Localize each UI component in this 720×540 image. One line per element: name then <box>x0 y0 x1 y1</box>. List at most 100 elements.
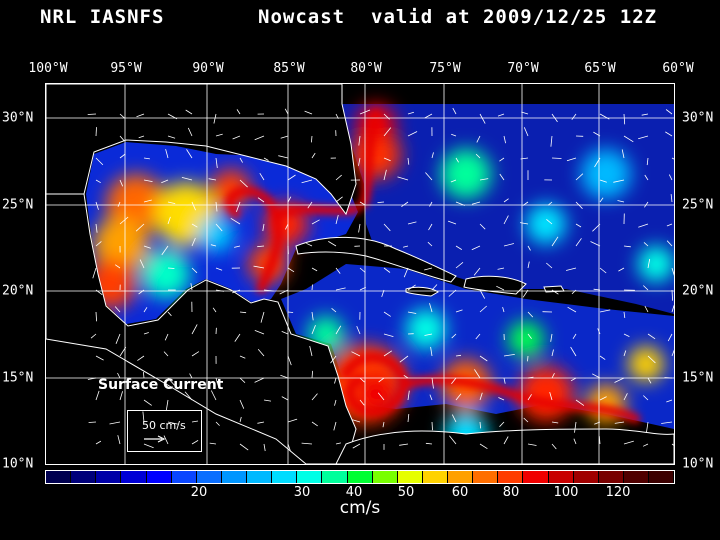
current-vector <box>452 107 457 115</box>
current-vector <box>623 245 631 248</box>
current-vector <box>95 311 97 322</box>
current-vector <box>566 157 577 162</box>
colorbar-segment <box>297 471 323 483</box>
colorbar-segment <box>523 471 549 483</box>
current-vector <box>331 307 337 313</box>
current-vector <box>479 289 486 299</box>
current-vector <box>664 377 673 379</box>
colorbar-segment <box>46 471 72 483</box>
current-vector <box>479 443 488 450</box>
current-vector <box>383 157 391 162</box>
current-vector <box>263 157 269 161</box>
current-vector <box>236 109 241 115</box>
current-vector <box>87 377 97 380</box>
current-vector <box>546 218 553 225</box>
current-vector <box>358 223 361 233</box>
current-vector <box>574 421 577 433</box>
lon-label: 80°W <box>350 61 382 76</box>
current-vector <box>167 421 178 425</box>
current-vector <box>185 109 193 115</box>
current-vector <box>450 179 457 183</box>
current-vector <box>381 289 385 298</box>
current-vector <box>665 109 673 115</box>
current-vector <box>239 443 249 451</box>
north-america-land <box>46 84 357 216</box>
current-vector <box>666 399 673 403</box>
current-vector <box>594 421 601 425</box>
colorbar-segment <box>573 471 599 483</box>
current-vector <box>306 242 313 247</box>
current-vector <box>117 372 121 379</box>
current-vector <box>260 311 265 323</box>
current-vector <box>143 399 152 406</box>
current-vector <box>239 179 248 188</box>
current-vector <box>239 355 246 359</box>
current-vector <box>257 245 265 248</box>
current-vector <box>425 172 433 181</box>
lon-label: 75°W <box>429 61 461 76</box>
current-vector <box>143 332 149 335</box>
current-vector <box>311 311 314 321</box>
lat-label-right: 10°N <box>682 456 714 472</box>
current-vector <box>643 285 649 291</box>
current-vector <box>429 201 433 207</box>
current-vector <box>137 355 145 361</box>
cuba <box>295 236 457 283</box>
current-vector <box>287 174 296 181</box>
current-vector <box>143 179 153 182</box>
current-vector <box>262 223 265 232</box>
current-vector <box>330 355 337 364</box>
current-vector <box>623 333 630 337</box>
current-vector <box>523 127 529 137</box>
current-vector <box>309 345 313 357</box>
lon-label: 95°W <box>110 61 142 76</box>
current-vector <box>614 377 625 383</box>
hispaniola <box>463 275 527 295</box>
current-vector <box>402 245 409 248</box>
current-vector <box>479 355 488 362</box>
valid-time: valid at 2009/12/25 12Z <box>371 6 658 28</box>
lat-label-left: 10°N <box>2 456 34 472</box>
current-vector <box>304 110 313 115</box>
current-vector <box>647 258 651 269</box>
current-vector <box>646 421 649 433</box>
current-vector <box>191 201 196 211</box>
current-vector <box>287 418 298 423</box>
current-vector <box>287 443 291 451</box>
current-vector <box>95 157 104 166</box>
jamaica <box>405 286 439 297</box>
current-vector <box>163 435 169 445</box>
current-vector <box>429 394 433 401</box>
colorbar-tick-label: 120 <box>605 485 631 500</box>
current-vector <box>671 349 674 357</box>
current-vector <box>184 391 193 401</box>
current-vector <box>351 351 361 357</box>
current-vector <box>521 111 529 115</box>
reference-arrow-icon <box>144 435 166 443</box>
current-vector <box>95 355 104 361</box>
current-vector <box>431 152 434 159</box>
current-vector <box>239 399 245 409</box>
current-vector <box>571 113 577 120</box>
current-vector <box>455 354 462 357</box>
lon-label: 100°W <box>28 61 68 76</box>
current-vector <box>95 223 98 233</box>
current-vector <box>356 325 361 335</box>
current-vector <box>143 372 145 379</box>
current-vector <box>551 113 558 123</box>
current-vector <box>599 267 607 274</box>
current-vector <box>455 157 459 163</box>
lon-label: 85°W <box>273 61 305 76</box>
current-vector <box>479 305 487 313</box>
current-vector <box>311 152 316 159</box>
current-vector <box>167 311 172 317</box>
reference-vector-box: 50 cm/s <box>127 410 202 452</box>
current-vector <box>671 289 673 301</box>
colorbar-segment <box>422 471 448 483</box>
current-vector <box>401 201 409 208</box>
south-america-land <box>335 428 674 464</box>
current-vector <box>474 369 481 379</box>
current-vector <box>593 288 601 291</box>
current-vector <box>278 155 289 159</box>
lat-label-right: 20°N <box>682 283 714 299</box>
